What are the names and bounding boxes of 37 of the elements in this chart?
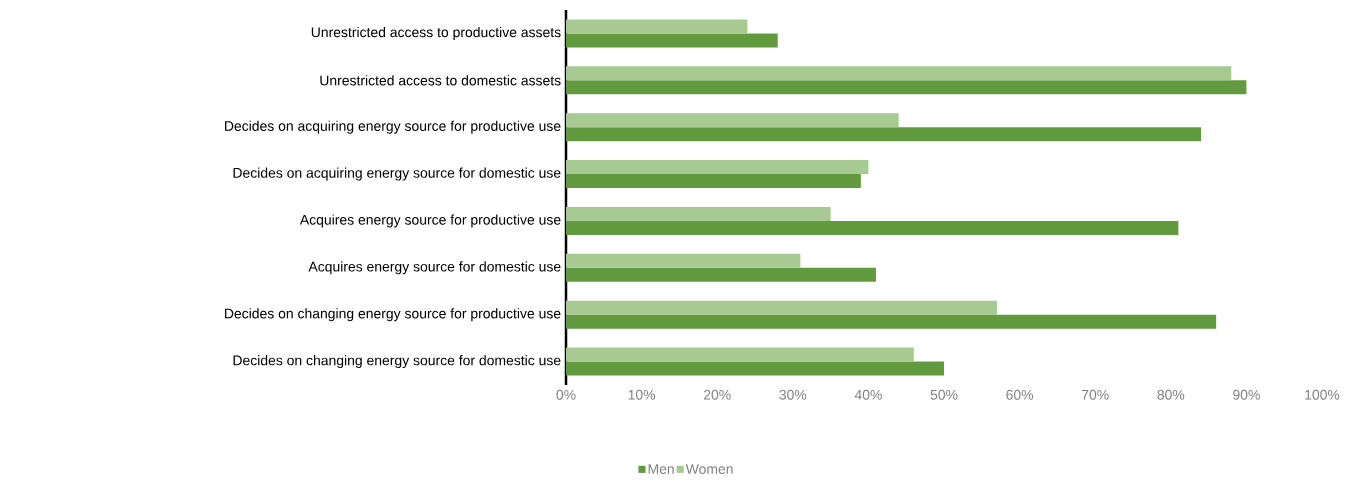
y-tick-label: Decides on changing energy source for productive use: [225, 308, 561, 322]
x-tick-label: 100%: [1305, 389, 1340, 400]
y-tick-label: Decides on changing energy source for domestic use: [233, 355, 561, 369]
bar: [566, 33, 778, 48]
x-tick-label: 10%: [628, 389, 656, 400]
x-tick-label: 80%: [1157, 389, 1185, 400]
bar: [566, 300, 997, 315]
y-tick-label: Unrestricted access to productive assets: [311, 27, 561, 40]
bar: [566, 19, 748, 34]
y-tick-label: Decides on acquiring energy source for productive use: [225, 120, 561, 134]
bar: [566, 80, 1247, 95]
bar: [566, 207, 831, 222]
bar: [566, 221, 1179, 236]
x-tick-label: 70%: [1081, 389, 1109, 400]
bar: [566, 160, 869, 175]
bar: [566, 174, 861, 189]
legend-label: Men: [648, 464, 674, 474]
legend-label: Women: [685, 464, 733, 474]
y-tick-label: Unrestricted access to domestic assets: [320, 75, 561, 86]
bar: [566, 66, 1232, 81]
y-tick-label: Acquires energy source for domestic use: [308, 261, 561, 275]
x-tick-label: 20%: [703, 389, 731, 400]
bar: [566, 347, 914, 362]
bar: [566, 267, 876, 282]
bar: [566, 253, 801, 268]
x-tick-label: 90%: [1233, 389, 1260, 400]
x-tick-label: 60%: [1006, 389, 1034, 400]
bar: [566, 314, 1217, 329]
x-tick-label: 40%: [854, 389, 882, 400]
bar: [566, 113, 899, 128]
y-tick-label: Decides on acquiring energy source for domestic use: [233, 167, 561, 181]
x-tick-label: 30%: [779, 389, 807, 400]
bar: [566, 127, 1202, 142]
x-tick-label: 0%: [556, 389, 576, 400]
y-tick-label: Acquires energy source for productive use: [299, 214, 561, 228]
x-tick-label: 50%: [930, 389, 958, 400]
bar: [566, 361, 945, 376]
